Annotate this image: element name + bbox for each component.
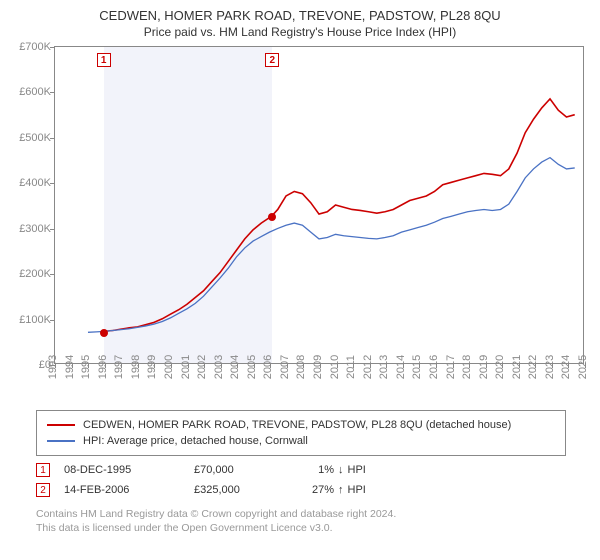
xtick-label: 2012 [361, 355, 373, 379]
event-marker: 2 [36, 483, 50, 497]
chart-subtitle: Price paid vs. HM Land Registry's House … [0, 23, 600, 39]
xtick-label: 2019 [477, 355, 489, 379]
xtick-label: 2023 [544, 355, 556, 379]
xtick-label: 2007 [279, 355, 291, 379]
event-pct: 27% [284, 484, 334, 496]
xtick-label: 2013 [378, 355, 390, 379]
xtick-label: 2022 [527, 355, 539, 379]
legend-label: CEDWEN, HOMER PARK ROAD, TREVONE, PADSTO… [83, 419, 511, 431]
legend: CEDWEN, HOMER PARK ROAD, TREVONE, PADSTO… [36, 410, 566, 456]
legend-row: HPI: Average price, detached house, Corn… [47, 433, 555, 449]
xtick-label: 2017 [444, 355, 456, 379]
ytick-label: £100K [19, 314, 51, 326]
ytick-label: £400K [19, 177, 51, 189]
xtick-label: 2000 [163, 355, 175, 379]
xtick-label: 2011 [345, 355, 357, 379]
chart-title: CEDWEN, HOMER PARK ROAD, TREVONE, PADSTO… [0, 0, 600, 23]
event-tag: HPI [348, 464, 366, 476]
ytick-label: £700K [19, 41, 51, 53]
footer-line-2: This data is licensed under the Open Gov… [36, 522, 396, 536]
event-price: £70,000 [194, 464, 284, 476]
ytick-label: £600K [19, 86, 51, 98]
event-pct: 1% [284, 464, 334, 476]
xtick-label: 1995 [80, 355, 92, 379]
legend-swatch [47, 424, 75, 426]
plot-area: £0£100K£200K£300K£400K£500K£600K£700K199… [54, 46, 584, 364]
event-row: 1 08-DEC-1995£70,0001% ↓ HPI [36, 460, 366, 480]
xtick-label: 2015 [411, 355, 423, 379]
event-tag: HPI [348, 484, 366, 496]
xtick-label: 2018 [461, 355, 473, 379]
xtick-label: 2010 [328, 355, 340, 379]
xtick-label: 2004 [229, 355, 241, 379]
xtick-label: 1999 [146, 355, 158, 379]
chart-container: CEDWEN, HOMER PARK ROAD, TREVONE, PADSTO… [0, 0, 600, 560]
xtick-label: 2016 [428, 355, 440, 379]
footer-line-1: Contains HM Land Registry data © Crown c… [36, 508, 396, 522]
transaction-events: 1 08-DEC-1995£70,0001% ↓ HPI 2 14-FEB-2006£32… [36, 460, 366, 500]
sale-marker-label: 2 [265, 53, 279, 67]
ytick-label: £500K [19, 132, 51, 144]
ytick-label: £300K [19, 223, 51, 235]
event-marker: 1 [36, 463, 50, 477]
xtick-label: 2014 [395, 355, 407, 379]
event-price: £325,000 [194, 484, 284, 496]
xtick-label: 1996 [96, 355, 108, 379]
xtick-label: 2020 [494, 355, 506, 379]
xtick-label: 2002 [196, 355, 208, 379]
sale-marker-label: 1 [97, 53, 111, 67]
xtick-label: 2025 [577, 355, 589, 379]
arrow-down-icon: ↓ [338, 464, 344, 476]
footer-attribution: Contains HM Land Registry data © Crown c… [36, 508, 396, 535]
line-series [55, 47, 583, 363]
ytick-label: £200K [19, 268, 51, 280]
legend-swatch [47, 440, 75, 442]
sale-marker-dot [100, 329, 108, 337]
xtick-label: 2005 [246, 355, 258, 379]
xtick-label: 1998 [130, 355, 142, 379]
series-property [104, 99, 575, 332]
series-hpi [88, 158, 575, 333]
sale-marker-dot [268, 213, 276, 221]
event-date: 14-FEB-2006 [64, 484, 194, 496]
arrow-up-icon: ↑ [338, 484, 344, 496]
legend-row: CEDWEN, HOMER PARK ROAD, TREVONE, PADSTO… [47, 417, 555, 433]
xtick-label: 2003 [212, 355, 224, 379]
xtick-label: 1993 [47, 355, 59, 379]
xtick-label: 2006 [262, 355, 274, 379]
xtick-label: 1994 [63, 355, 75, 379]
xtick-label: 2008 [295, 355, 307, 379]
xtick-label: 2024 [560, 355, 572, 379]
event-row: 2 14-FEB-2006£325,00027% ↑ HPI [36, 480, 366, 500]
xtick-label: 2001 [179, 355, 191, 379]
xtick-label: 2021 [511, 355, 523, 379]
event-date: 08-DEC-1995 [64, 464, 194, 476]
xtick-label: 1997 [113, 355, 125, 379]
xtick-label: 2009 [312, 355, 324, 379]
legend-label: HPI: Average price, detached house, Corn… [83, 435, 308, 447]
